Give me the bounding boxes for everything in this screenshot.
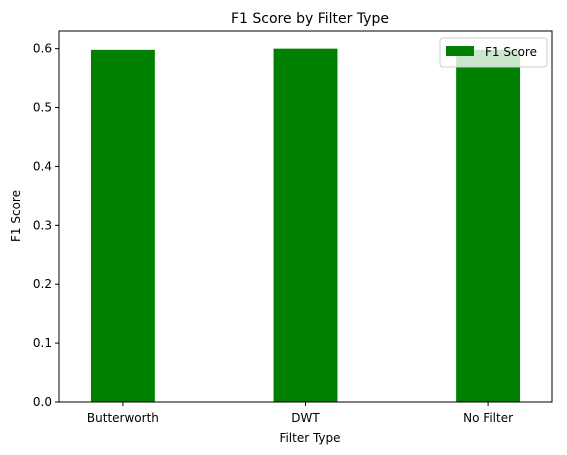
x-axis-label: Filter Type: [279, 431, 340, 445]
legend: F1 Score: [439, 37, 548, 68]
y-tick-label: 0.6: [33, 42, 52, 56]
y-tick-label: 0.5: [33, 101, 52, 115]
y-tick-label: 0.1: [33, 336, 52, 350]
bars-group: [90, 48, 521, 403]
x-tick-label: DWT: [291, 411, 320, 425]
y-axis-label: F1 Score: [9, 190, 23, 242]
legend-swatch: [446, 46, 474, 56]
bar-no-filter: [456, 49, 521, 403]
y-tick-label: 0.4: [33, 159, 52, 173]
bar-butterworth: [90, 49, 155, 403]
y-tick-label: 0.0: [33, 395, 52, 409]
bar-dwt: [273, 48, 338, 403]
x-axis-ticks: Butterworth DWT No Filter: [87, 402, 513, 425]
x-tick-label: Butterworth: [87, 411, 159, 425]
legend-label: F1 Score: [485, 45, 537, 59]
y-tick-label: 0.3: [33, 218, 52, 232]
x-tick-label: No Filter: [463, 411, 513, 425]
legend-box: [439, 37, 548, 68]
chart-title: F1 Score by Filter Type: [231, 11, 389, 27]
y-tick-label: 0.2: [33, 277, 52, 291]
y-axis-ticks: 0.0 0.1 0.2 0.3 0.4 0.5 0.6: [33, 42, 59, 409]
